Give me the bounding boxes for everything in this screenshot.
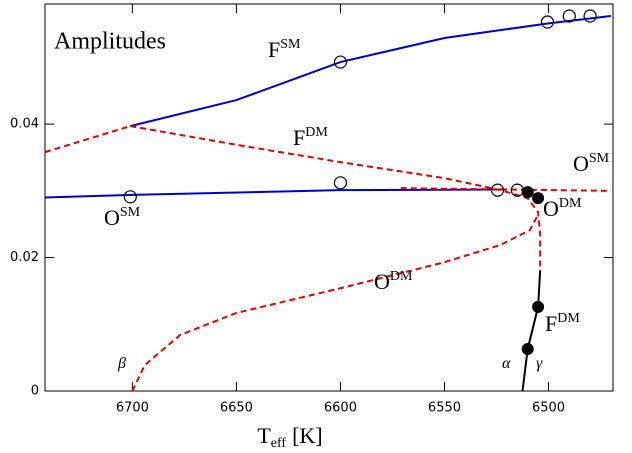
- annotation: FDM: [545, 311, 580, 336]
- x-tick-label: 6500: [532, 401, 565, 416]
- open-point: [490, 183, 505, 197]
- curve: [130, 15, 612, 128]
- annotation: ODM: [374, 269, 413, 294]
- x-label-main: T: [257, 423, 271, 448]
- filled-point: [521, 342, 534, 355]
- annotation-sup: DM: [557, 311, 580, 326]
- annotation-sup: SM: [120, 205, 141, 220]
- curve: [400, 187, 611, 192]
- x-tick-label: 6650: [220, 401, 253, 416]
- annotation-text: O: [104, 205, 120, 230]
- curve: [44, 188, 507, 199]
- annotation-sup: DM: [559, 196, 582, 211]
- annotation-sup: SM: [280, 37, 301, 52]
- annotation-text: F: [293, 125, 305, 150]
- annotation-text: O: [573, 151, 589, 176]
- filled-point: [532, 300, 545, 313]
- annotation: FDM: [293, 125, 328, 150]
- annotation-sup: DM: [305, 125, 328, 140]
- annotation-text: O: [374, 269, 390, 294]
- curve: [521, 270, 542, 392]
- annotation-text: β: [117, 355, 126, 372]
- chart-title: Amplitudes: [54, 29, 166, 55]
- open-point: [333, 176, 348, 190]
- curve: [44, 125, 131, 154]
- annotation-sup: SM: [589, 151, 610, 166]
- open-point: [562, 9, 576, 23]
- annotation-text: O: [543, 196, 559, 221]
- x-tick-label: 6550: [428, 401, 461, 416]
- x-label-unit: [K]: [292, 423, 323, 448]
- annotation: γ: [536, 355, 543, 372]
- open-point: [123, 190, 137, 204]
- curve: [130, 125, 542, 271]
- filled-point: [521, 186, 534, 199]
- open-point: [540, 15, 555, 29]
- x-tick-label: 6700: [116, 401, 149, 416]
- annotation-text: γ: [536, 355, 543, 372]
- annotation: OSM: [104, 205, 141, 230]
- curve: [131, 214, 539, 392]
- y-tick-label: 0.04: [10, 117, 39, 132]
- open-point: [333, 55, 348, 69]
- x-tick-label: 6600: [324, 401, 357, 416]
- x-label-sub: eff: [271, 436, 287, 451]
- annotation-text: F: [545, 311, 557, 336]
- annotation-text: α: [502, 355, 511, 372]
- annotation: β: [117, 355, 126, 372]
- annotation: α: [502, 355, 511, 372]
- y-tick-label: 0.02: [10, 250, 39, 265]
- open-point: [583, 9, 597, 23]
- annotation-sup: DM: [390, 269, 413, 284]
- annotation: FSM: [268, 37, 301, 62]
- filled-point: [532, 192, 545, 205]
- annotation: OSM: [573, 151, 610, 176]
- annotation: ODM: [543, 196, 582, 221]
- y-tick-label: 0: [31, 384, 39, 399]
- x-axis-label: Teff [K]: [257, 423, 322, 451]
- annotation-text: F: [268, 37, 280, 62]
